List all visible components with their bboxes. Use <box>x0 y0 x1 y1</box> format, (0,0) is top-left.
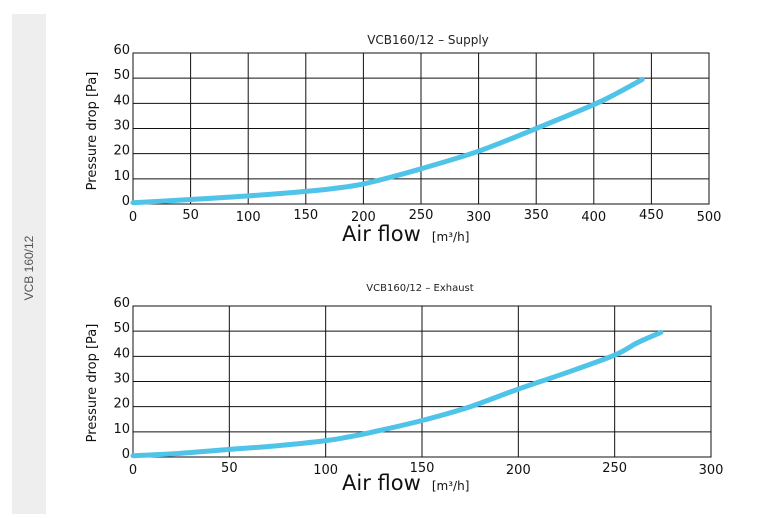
x-tick-label: 50 <box>221 461 238 476</box>
x-tick-label: 300 <box>466 210 491 225</box>
grid <box>132 52 710 205</box>
data-curve <box>130 76 645 206</box>
y-tick-label: 60 <box>113 296 130 311</box>
y-axis-label: Pressure drop [Pa] <box>85 324 100 443</box>
plot-frame <box>132 305 712 458</box>
y-tick-label: 0 <box>122 194 130 209</box>
x-tick-label: 450 <box>639 208 664 223</box>
tick-labels: 0 10 20 30 40 50 60 0 50 100 150 200 250 300 350 400 450… <box>113 43 721 225</box>
y-tick-label: 30 <box>113 372 130 387</box>
x-tick-label: 50 <box>182 208 199 223</box>
side-strip <box>12 14 46 514</box>
tick-labels: 0 10 20 30 40 50 60 0 50 100 150 200 250 300 <box>113 296 723 478</box>
y-tick-label: 20 <box>113 144 130 159</box>
x-tick-label: 250 <box>409 208 434 223</box>
x-tick-label: 100 <box>236 210 261 225</box>
x-tick-label: 150 <box>410 461 435 476</box>
exhaust-chart: VCB160/12 – Exhaust 0 10 20 30 40 50 60 0 50 100 1… <box>85 283 723 495</box>
x-axis-label-main: Air flow <box>342 471 421 495</box>
x-tick-label: 150 <box>293 208 318 223</box>
y-axis-label: Pressure drop [Pa] <box>85 72 100 191</box>
y-tick-label: 20 <box>113 397 130 412</box>
x-tick-label: 200 <box>351 210 376 225</box>
supply-chart: VCB160/12 – Supply 0 10 20 30 40 50 60 0 50 100 15… <box>85 33 721 246</box>
y-tick-label: 60 <box>113 43 130 58</box>
x-axis-label: Air flow [m³/h] <box>342 471 469 495</box>
x-tick-label: 250 <box>602 461 627 476</box>
y-tick-label: 50 <box>113 321 130 336</box>
y-tick-label: 50 <box>113 68 130 83</box>
chart-title: VCB160/12 – Exhaust <box>366 283 473 294</box>
y-tick-label: 10 <box>113 422 130 437</box>
plot-frame <box>132 52 710 205</box>
x-tick-label: 350 <box>524 208 549 223</box>
x-axis-label: Air flow [m³/h] <box>342 222 469 246</box>
x-tick-label: 100 <box>313 463 338 478</box>
x-tick-label: 200 <box>506 463 531 478</box>
x-axis-label-unit: [m³/h] <box>432 230 470 244</box>
x-tick-label: 300 <box>699 463 724 478</box>
x-tick-label: 0 <box>129 463 137 478</box>
x-tick-label: 400 <box>581 210 606 225</box>
x-axis-label-main: Air flow <box>342 222 421 246</box>
y-tick-label: 40 <box>113 93 130 108</box>
series-line <box>130 76 645 206</box>
y-tick-label: 10 <box>113 169 130 184</box>
y-tick-label: 30 <box>113 119 130 134</box>
data-curve <box>130 329 664 459</box>
y-tick-label: 0 <box>122 447 130 462</box>
x-axis-label-unit: [m³/h] <box>432 479 470 493</box>
grid <box>132 305 712 458</box>
series-line <box>130 329 664 459</box>
chart-title: VCB160/12 – Supply <box>367 33 489 47</box>
x-tick-label: 0 <box>129 210 137 225</box>
x-tick-label: 500 <box>697 210 722 225</box>
y-tick-label: 40 <box>113 346 130 361</box>
